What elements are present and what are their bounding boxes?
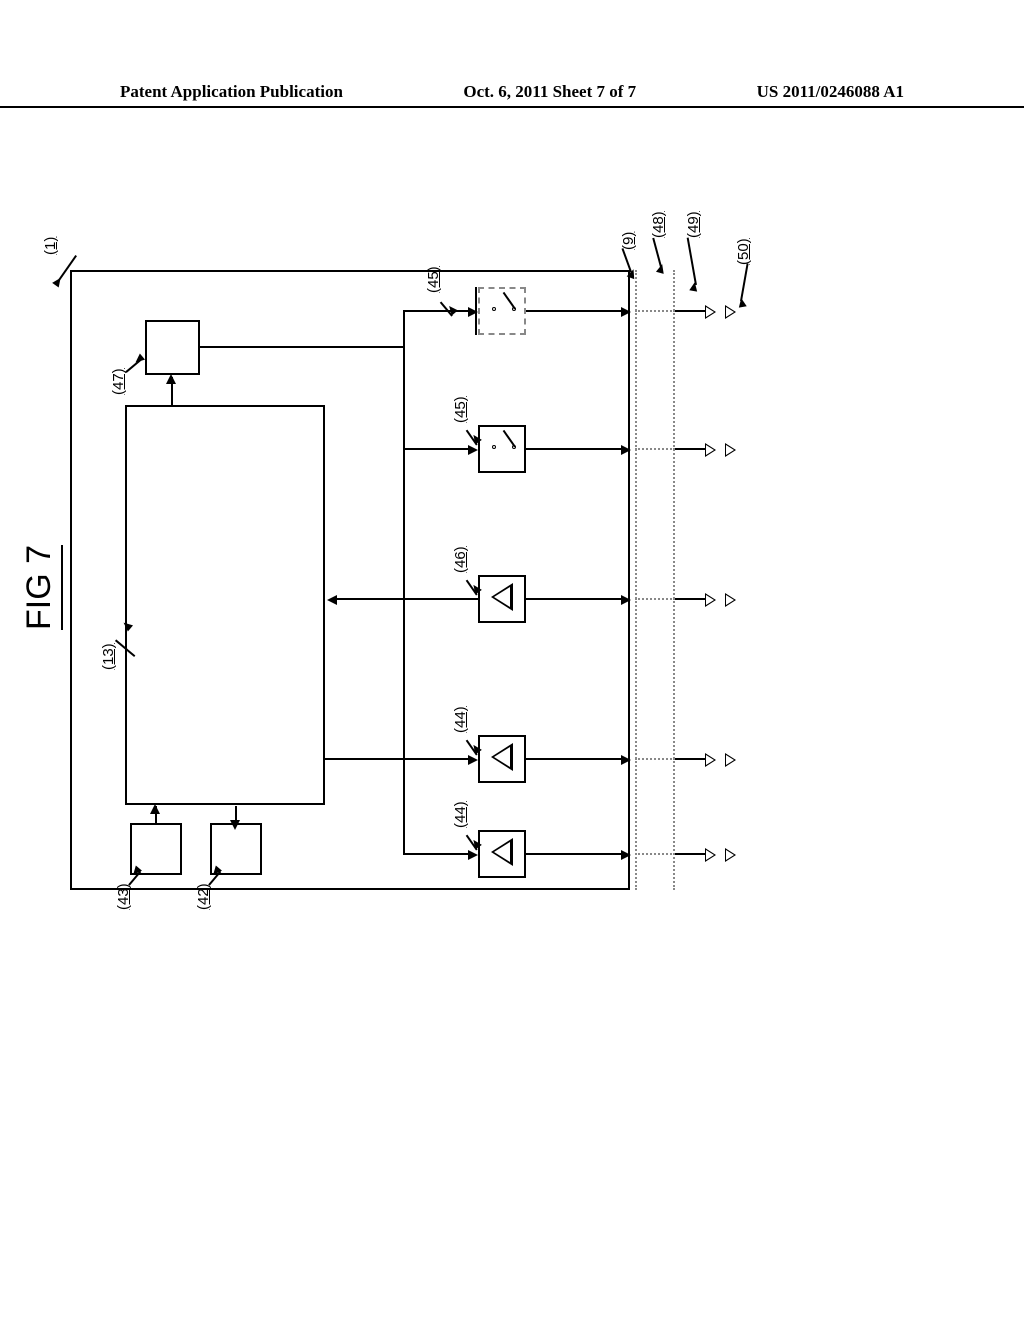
wire-c3-up <box>335 598 478 600</box>
arrow-43-13 <box>150 804 160 814</box>
label-44a: (44) <box>452 801 469 828</box>
terminal-c2b <box>725 753 736 767</box>
terminal-c2 <box>705 753 716 767</box>
arrow-13-47 <box>166 374 176 384</box>
label-49: (49) <box>685 211 702 238</box>
label-1: (1) <box>42 237 59 255</box>
lead-arrow-1 <box>52 276 64 288</box>
wire-c3-out <box>526 598 626 600</box>
arrow-c2-out <box>621 755 631 765</box>
dotted-c5 <box>635 310 675 312</box>
terminal-c4 <box>705 443 716 457</box>
header-right: US 2011/0246088 A1 <box>757 82 904 102</box>
wire-c5-down <box>405 310 473 312</box>
wire-c3-term <box>675 598 705 600</box>
block-13 <box>125 405 325 805</box>
amp-44a <box>478 830 526 878</box>
band-9 <box>635 270 675 890</box>
lead-49 <box>687 238 697 286</box>
triangle-icon-46 <box>491 583 513 611</box>
diagram-figure-7: FIG 7 (1) (13) (43) (42) (47) <box>70 270 830 890</box>
wire-c2-term <box>675 758 705 760</box>
bus-h <box>403 310 405 855</box>
header-center: Oct. 6, 2011 Sheet 7 of 7 <box>463 82 636 102</box>
label-48: (48) <box>650 211 667 238</box>
lead-arrow-50 <box>737 297 746 307</box>
terminal-c1b <box>725 848 736 862</box>
header-row: Patent Application Publication Oct. 6, 2… <box>0 82 1024 102</box>
terminal-c3 <box>705 593 716 607</box>
wire-c5-out <box>526 310 626 312</box>
label-45a: (45) <box>452 396 469 423</box>
amp-46 <box>478 575 526 623</box>
arrow-c4-out <box>621 445 631 455</box>
label-47: (47) <box>110 368 127 395</box>
label-43: (43) <box>115 883 132 910</box>
wire-c2-down <box>405 758 473 760</box>
arrow-c1 <box>468 850 478 860</box>
patent-page: Patent Application Publication Oct. 6, 2… <box>0 0 1024 1320</box>
dotted-c4 <box>635 448 675 450</box>
bus-v1 <box>325 758 405 760</box>
block-47 <box>145 320 200 375</box>
label-50: (50) <box>735 238 752 265</box>
label-45b: (45) <box>425 266 442 293</box>
wire-c5-term <box>675 310 705 312</box>
arrow-c3-out <box>621 595 631 605</box>
dotted-c1 <box>635 853 675 855</box>
dotted-c2 <box>635 758 675 760</box>
wire-c1-term <box>675 853 705 855</box>
wire-c4-down <box>405 448 473 450</box>
amp-44b <box>478 735 526 783</box>
triangle-icon-44a <box>491 838 513 866</box>
wire-c2-out <box>526 758 626 760</box>
lead-50 <box>740 263 748 301</box>
arrow-13-42 <box>230 820 240 830</box>
tbar-c5 <box>475 287 477 335</box>
wire-c4-out <box>526 448 626 450</box>
arrow-c2 <box>468 755 478 765</box>
figure-title: FIG 7 <box>20 545 63 630</box>
label-44b: (44) <box>452 706 469 733</box>
label-42: (42) <box>195 883 212 910</box>
wire-c1-out <box>526 853 626 855</box>
wire-c1-down <box>405 853 473 855</box>
arrow-c3-up <box>327 595 337 605</box>
triangle-icon-44b <box>491 743 513 771</box>
terminal-c5b <box>725 305 736 319</box>
wire-c4-term <box>675 448 705 450</box>
wire-47-bus <box>200 346 405 348</box>
arrow-c1-out <box>621 850 631 860</box>
switch-45b-dashed <box>478 287 526 335</box>
terminal-c4b <box>725 443 736 457</box>
label-13: (13) <box>100 643 117 670</box>
terminal-c5 <box>705 305 716 319</box>
arrow-c5-out <box>621 307 631 317</box>
switch-45a <box>478 425 526 473</box>
dotted-c3 <box>635 598 675 600</box>
arrow-c4 <box>468 445 478 455</box>
page-header: Patent Application Publication Oct. 6, 2… <box>0 82 1024 108</box>
label-46: (46) <box>452 546 469 573</box>
header-left: Patent Application Publication <box>120 82 343 102</box>
terminal-c3b <box>725 593 736 607</box>
lead-arrow-49 <box>689 281 698 291</box>
terminal-c1 <box>705 848 716 862</box>
